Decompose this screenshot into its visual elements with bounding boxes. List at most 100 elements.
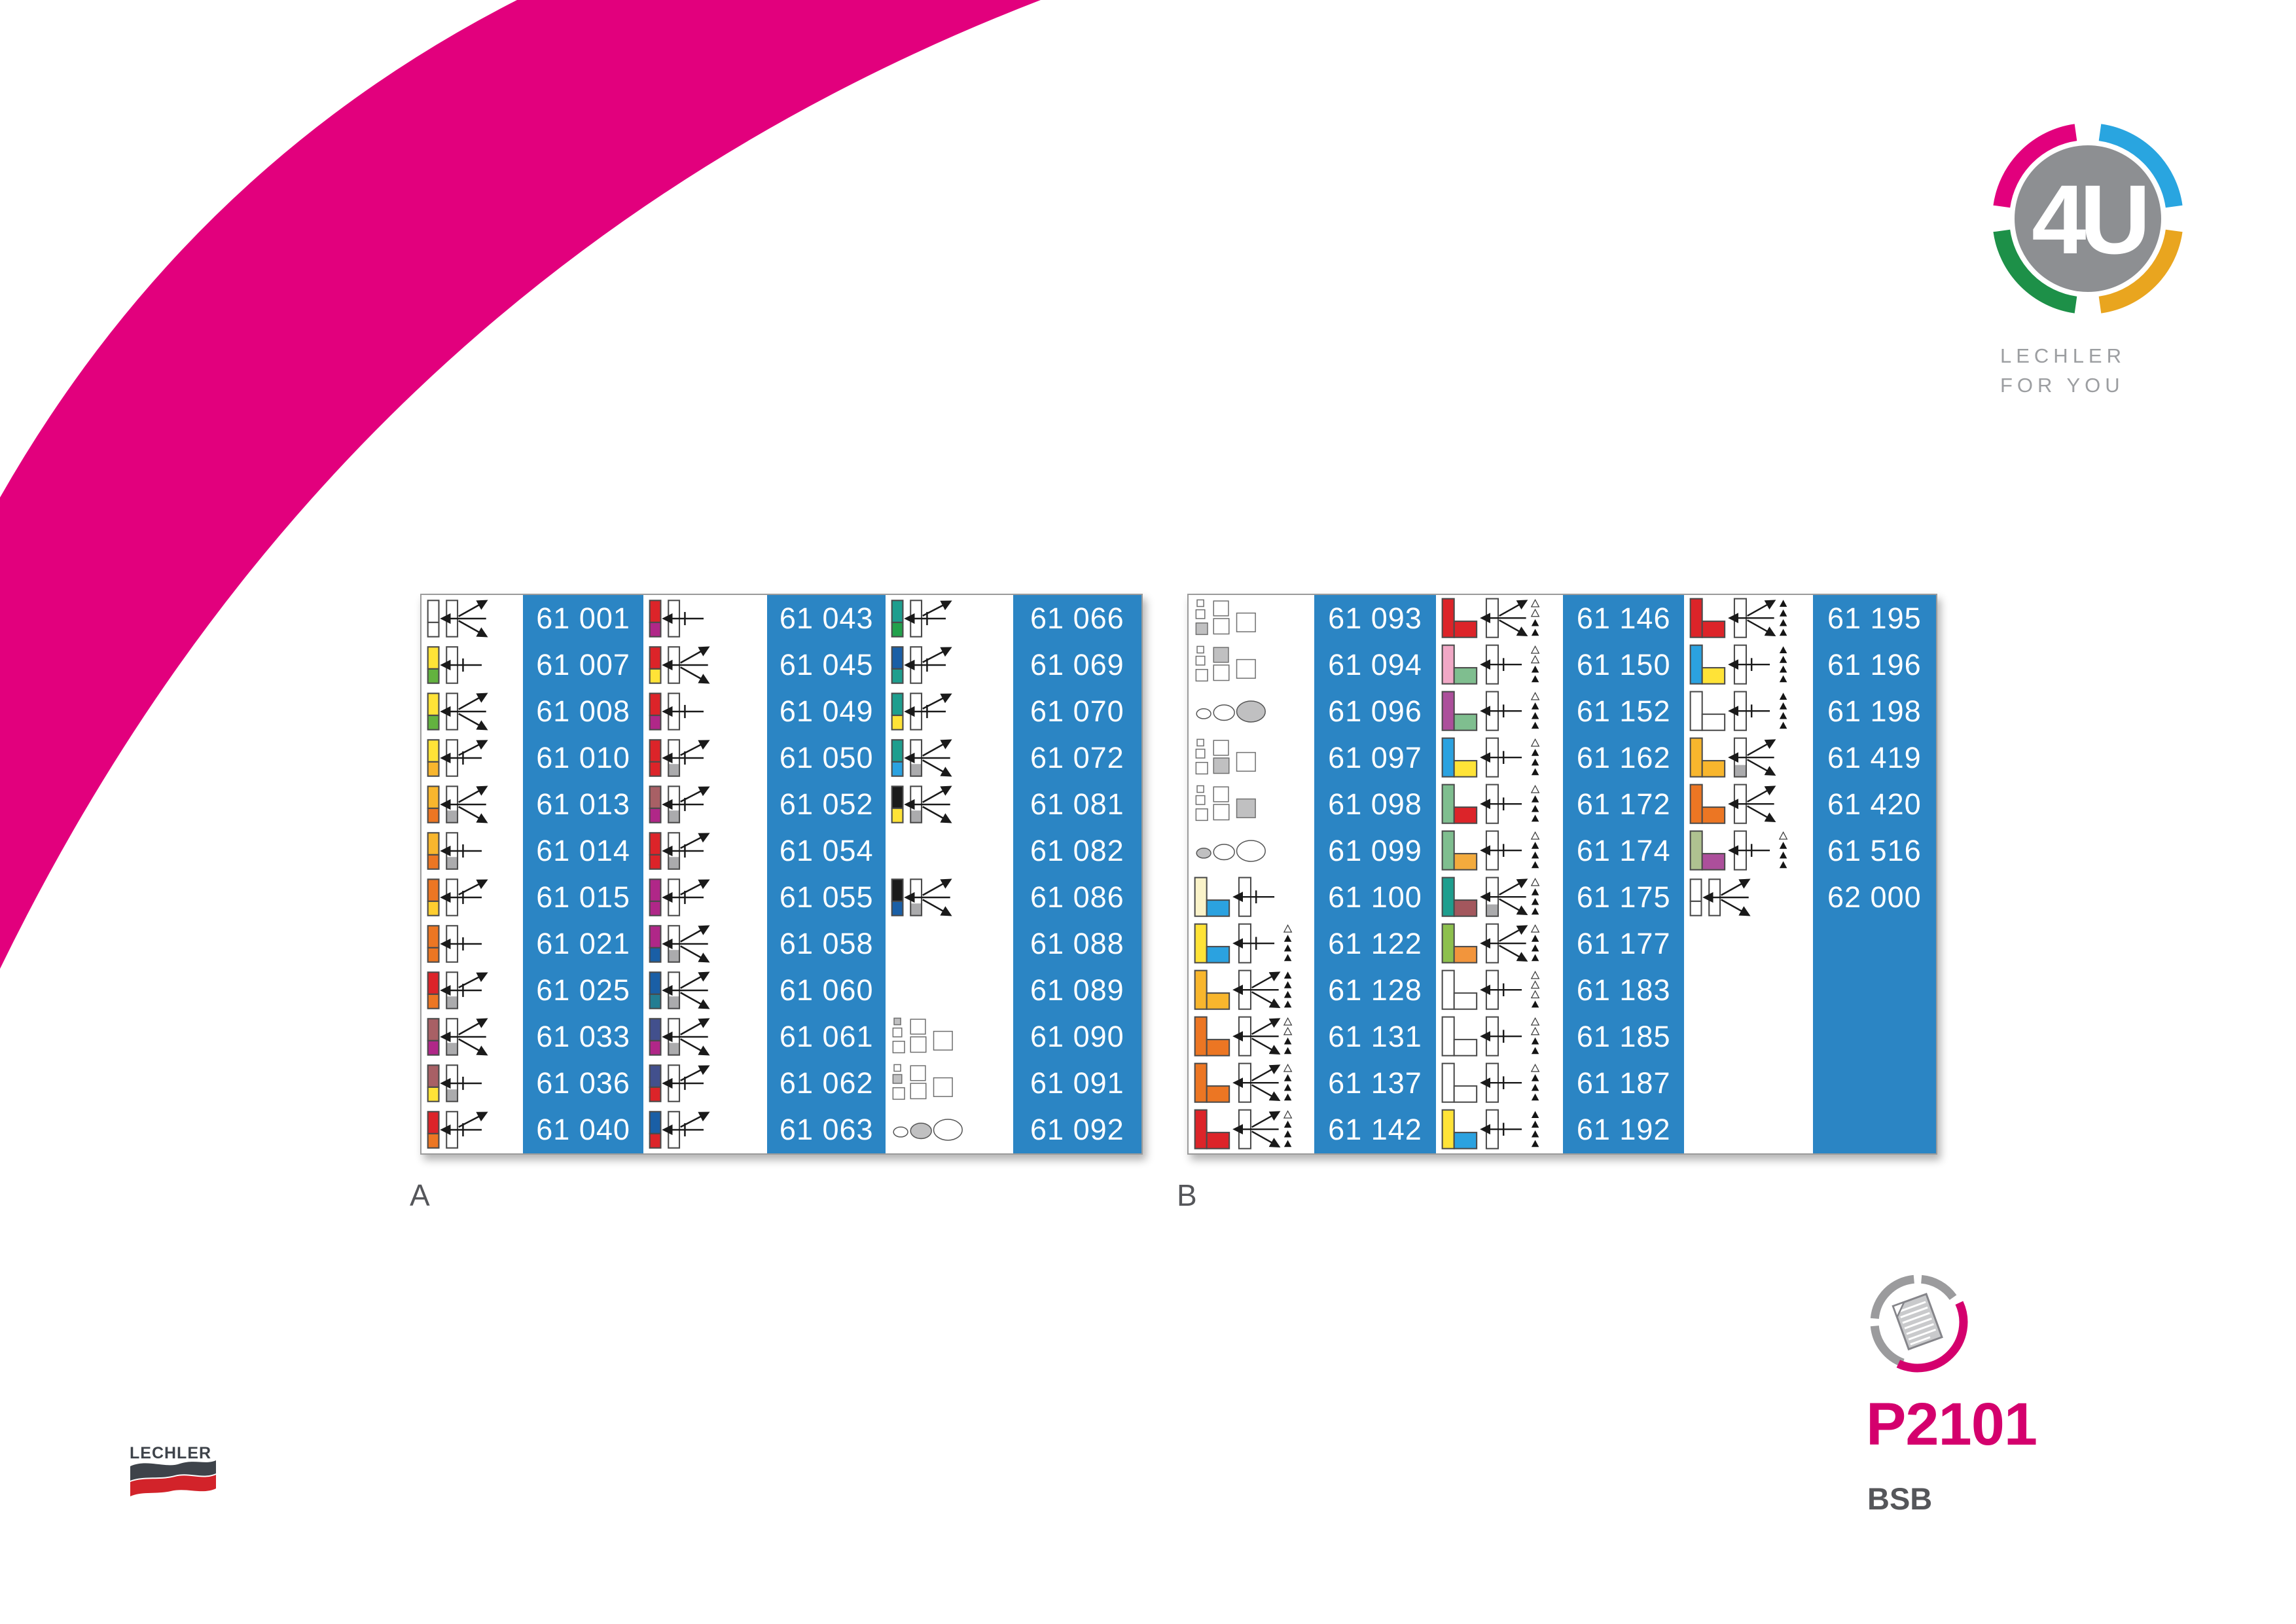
swatch-icon-cell <box>886 967 1013 1014</box>
color-code: 61 072 <box>1030 740 1124 774</box>
color-code: 61 055 <box>779 880 874 914</box>
code-column: 61 146 61 150 61 152 61 162 61 172 61 174 61 1… <box>1562 595 1685 1153</box>
swatch-icon-cell <box>1684 1060 1812 1107</box>
swatch-icon-cell <box>1189 595 1314 641</box>
swatch-icon-cell <box>1684 781 1812 827</box>
swatch-icon-cell <box>422 781 523 827</box>
color-code: 61 100 <box>1328 880 1422 914</box>
color-code: 61 008 <box>536 694 630 728</box>
color-code: 61 420 <box>1827 787 1922 821</box>
swatch-icon-cell <box>1684 641 1812 688</box>
swatch-icon-cell <box>886 641 1013 688</box>
swatch-icon-cell <box>1189 688 1314 734</box>
swatch-icon-cell <box>422 595 523 641</box>
color-code: 61 045 <box>779 647 874 681</box>
swatch-icon-cell <box>643 781 767 827</box>
color-code: 61 036 <box>536 1066 630 1100</box>
swatch-icon-cell <box>1189 967 1314 1014</box>
swatch-icon-cell <box>643 641 767 688</box>
swatch-icon-cell <box>1189 921 1314 967</box>
color-code: 61 174 <box>1576 833 1671 867</box>
swatch-icon-cell <box>1684 874 1812 920</box>
icon-column <box>643 595 767 1153</box>
icon-column <box>1436 595 1563 1153</box>
color-code: 61 096 <box>1328 694 1422 728</box>
lechler-for-you-wordmark: LECHLER FOR YOU <box>2000 342 2126 401</box>
swatch-icon-cell <box>422 967 523 1014</box>
color-code: 61 183 <box>1576 973 1671 1007</box>
color-code: 61 058 <box>779 927 874 961</box>
swatch-icon-cell <box>1189 641 1314 688</box>
swatch-icon-cell <box>422 688 523 734</box>
swatch-icon-cell <box>422 874 523 920</box>
swatch-icon-cell <box>643 1060 767 1107</box>
color-code: 61 177 <box>1576 927 1671 961</box>
color-code <box>1813 1060 1936 1107</box>
document-circle-icon <box>1870 1274 1968 1373</box>
swatch-icon-cell <box>643 1107 767 1153</box>
color-code: 61 007 <box>536 647 630 681</box>
swatch-icon-cell <box>422 1060 523 1107</box>
color-code: 61 061 <box>779 1020 874 1054</box>
swatch-icon-cell <box>1684 921 1812 967</box>
swatch-icon-cell <box>1436 1107 1563 1153</box>
color-code: 61 043 <box>779 601 874 635</box>
swatch-icon-cell <box>422 827 523 874</box>
color-code: 61 142 <box>1328 1113 1422 1147</box>
color-code: 61 001 <box>536 601 630 635</box>
color-code: 61 049 <box>779 694 874 728</box>
color-code: 61 093 <box>1328 601 1422 635</box>
swatch-icon-cell <box>643 734 767 781</box>
swatch-icon-cell <box>1189 781 1314 827</box>
swatch-icon-cell <box>886 874 1013 920</box>
color-code: 61 097 <box>1328 740 1422 774</box>
swatch-icon-cell <box>1684 688 1812 734</box>
product-variant: BSB <box>1867 1481 1933 1516</box>
wordmark-line1: LECHLER <box>2000 344 2126 367</box>
color-code-table-b: 61 093 61 094 61 096 61 097 61 098 61 099 61 1… <box>1187 594 1937 1155</box>
swatch-icon-cell <box>886 1060 1013 1107</box>
color-code: 61 054 <box>779 833 874 867</box>
swatch-icon-cell <box>886 781 1013 827</box>
swatch-icon-cell <box>1189 1014 1314 1060</box>
swatch-icon-cell <box>886 827 1013 874</box>
color-code: 61 060 <box>779 973 874 1007</box>
color-code: 61 192 <box>1576 1113 1671 1147</box>
color-code: 62 000 <box>1827 880 1922 914</box>
swatch-icon-cell <box>1684 595 1812 641</box>
icon-column <box>1684 595 1812 1153</box>
swatch-icon-cell <box>886 1107 1013 1153</box>
color-code <box>1813 1107 1936 1153</box>
swatch-icon-cell <box>1436 641 1563 688</box>
color-code: 61 070 <box>1030 694 1124 728</box>
color-code <box>1813 967 1936 1014</box>
color-code: 61 092 <box>1030 1113 1124 1147</box>
swatch-icon-cell <box>1436 827 1563 874</box>
color-code: 61 062 <box>779 1066 874 1100</box>
color-code: 61 090 <box>1030 1020 1124 1054</box>
lechler-wordmark: LECHLER <box>130 1444 211 1462</box>
swatch-icon-cell <box>422 734 523 781</box>
swatch-icon-cell <box>643 688 767 734</box>
color-code: 61 082 <box>1030 833 1124 867</box>
color-code: 61 162 <box>1576 740 1671 774</box>
color-code: 61 122 <box>1328 927 1422 961</box>
swatch-icon-cell <box>422 1107 523 1153</box>
color-code <box>1813 921 1936 967</box>
color-code: 61 013 <box>536 787 630 821</box>
icon-column <box>422 595 523 1153</box>
swatch-icon-cell <box>1436 1014 1563 1060</box>
swatch-icon-cell <box>1436 921 1563 967</box>
color-code: 61 063 <box>779 1113 874 1147</box>
color-code: 61 175 <box>1576 880 1671 914</box>
swatch-icon-cell <box>643 595 767 641</box>
color-code: 61 131 <box>1328 1020 1422 1054</box>
color-code: 61 152 <box>1576 694 1671 728</box>
color-code: 61 196 <box>1827 647 1922 681</box>
swatch-icon-cell <box>886 1014 1013 1060</box>
swatch-icon-cell <box>422 921 523 967</box>
swatch-icon-cell <box>643 921 767 967</box>
code-column: 61 066 61 069 61 070 61 072 61 081 61 082 61 0… <box>1013 595 1141 1153</box>
swatch-icon-cell <box>1436 874 1563 920</box>
color-code: 61 128 <box>1328 973 1422 1007</box>
